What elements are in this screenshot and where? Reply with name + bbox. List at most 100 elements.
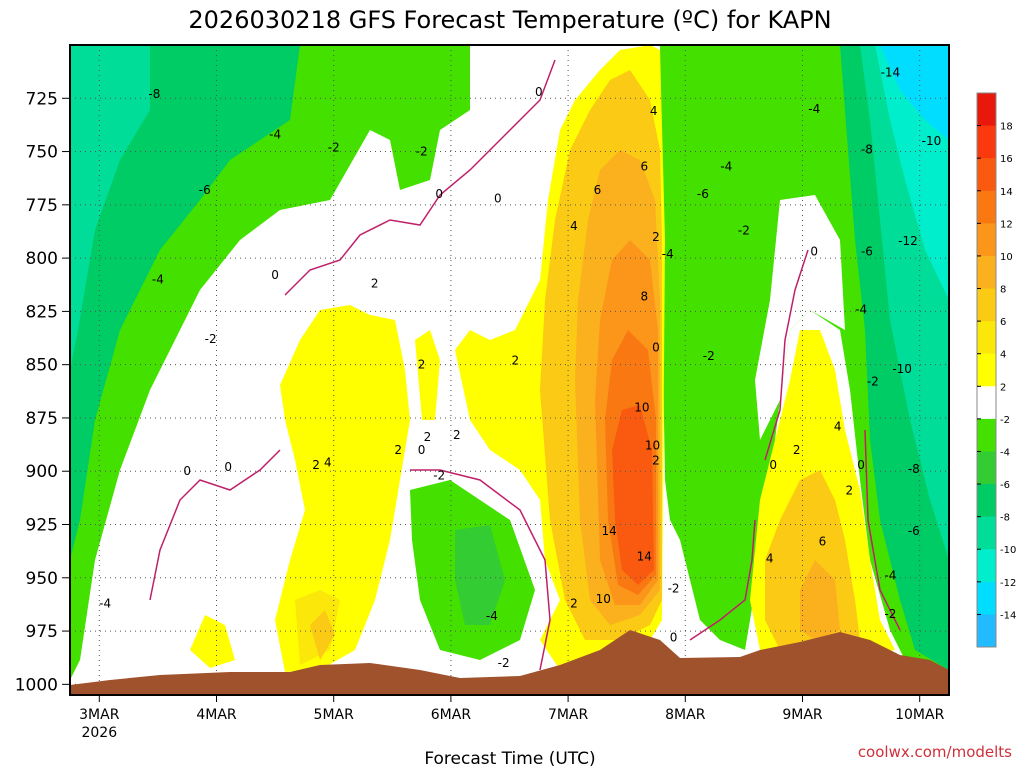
- contour-label: 6: [819, 535, 827, 549]
- contour-label: 4: [834, 419, 842, 433]
- colorbar-label: -14: [1000, 610, 1016, 621]
- y-tick-label: 875: [26, 409, 58, 429]
- contour-label: 0: [769, 458, 777, 472]
- field-cold-left-deep: [70, 45, 300, 560]
- y-tick-label: 975: [26, 622, 58, 642]
- contour-label: -10: [922, 134, 942, 148]
- x-tick-label: 8MAR: [665, 707, 706, 723]
- contour-label: 2: [652, 230, 660, 244]
- contour-label: -4: [855, 302, 867, 316]
- field-warm-slice: [415, 330, 440, 420]
- contour-label: -10: [892, 362, 912, 376]
- colorbar-label: -4: [1000, 447, 1010, 458]
- colorbar-swatch: [977, 484, 996, 518]
- field-warm-small: [190, 615, 235, 668]
- contour-label: 2: [394, 443, 402, 457]
- contour-label: 2: [453, 428, 461, 442]
- contour-label: 10: [645, 439, 660, 453]
- x-tick-label: 7MAR: [548, 707, 589, 723]
- x-tick-label: 4MAR: [196, 707, 237, 723]
- field-warm-left: [275, 305, 410, 672]
- y-axis: 1000 975 950 925 900 875 850 825 800 775 750 725: [15, 89, 70, 695]
- contour-label: 4: [324, 456, 332, 470]
- x-axis-label: Forecast Time (UTC): [424, 749, 595, 768]
- contour-label: 2: [652, 454, 660, 468]
- contour-label: 0: [535, 85, 543, 99]
- contour-label: -6: [908, 524, 920, 538]
- contour-label: 10: [634, 400, 649, 414]
- credit-text: coolwx.com/modelts: [858, 743, 1012, 761]
- colorbar-swatch: [977, 353, 996, 387]
- contour-label: 2: [846, 483, 854, 497]
- y-tick-label: 825: [26, 302, 58, 322]
- colorbar-swatch: [977, 451, 996, 485]
- contour-label: -8: [148, 87, 160, 101]
- field-warm-left-3: [310, 610, 335, 660]
- colorbar-label: 16: [1000, 154, 1013, 165]
- field-cold-right-core: [880, 45, 949, 140]
- contour-label: 4: [650, 104, 658, 118]
- contour-label: -4: [662, 247, 674, 261]
- contour-label: -4: [808, 102, 820, 116]
- plot-frame: [69, 44, 950, 696]
- contour-label: -4: [269, 128, 281, 142]
- contour-label: -2: [433, 468, 445, 482]
- contour-label: -2: [738, 223, 750, 237]
- colorbar-swatch: [977, 93, 996, 127]
- y-tick-label: 750: [26, 143, 58, 163]
- contour-label: 14: [601, 524, 616, 538]
- colorbar-swatch: [977, 516, 996, 550]
- x-tick-label: 5MAR: [314, 707, 355, 723]
- contour-label: 2: [312, 458, 320, 472]
- colorbar-label: 4: [1000, 350, 1006, 361]
- x-axis: 3MAR 2026 4MAR 5MAR 6MAR 7MAR 8MAR 9MAR 10MAR: [79, 695, 945, 741]
- colorbar-swatch: [977, 386, 996, 420]
- contour-label: 0: [271, 268, 279, 282]
- colorbar-label: -8: [1000, 513, 1010, 524]
- contour-label: -4: [720, 159, 732, 173]
- y-tick-label: 725: [26, 89, 58, 109]
- contour-label: 6: [640, 159, 648, 173]
- field-warm-core-5: [612, 405, 654, 585]
- y-tick-label: 800: [26, 249, 58, 269]
- colorbar-swatch: [977, 125, 996, 159]
- contour-label: -2: [205, 332, 217, 346]
- contour-label: -2: [703, 349, 715, 363]
- x-tick-label: 10MAR: [895, 707, 944, 723]
- contour-label: -12: [898, 234, 918, 248]
- contour-label: 0: [418, 443, 426, 457]
- colorbar-label: 12: [1000, 219, 1013, 230]
- contour-label: 0: [652, 341, 660, 355]
- y-tick-label: 900: [26, 462, 58, 482]
- contour-label: 0: [435, 187, 443, 201]
- colorbar-frame: [976, 92, 997, 648]
- colorbar-label: 2: [1000, 382, 1006, 393]
- contour-label: 2: [793, 443, 801, 457]
- colorbar-swatch: [977, 255, 996, 290]
- y-tick-label: 925: [26, 516, 58, 536]
- contour-label: 0: [810, 245, 818, 259]
- contour-label: 0: [183, 464, 191, 478]
- contour-label: -4: [99, 596, 111, 610]
- contour-label: 10: [596, 592, 611, 606]
- contour-label: -2: [867, 375, 879, 389]
- contour-label: 4: [766, 552, 774, 566]
- contour-label: -2: [416, 145, 428, 159]
- field-white-right-gap: [755, 195, 845, 440]
- colorbar: 18 16 14 12 10 8 6 4 2 -2 -4 -6 -8 -10 -12 -14: [976, 92, 1016, 648]
- contour-label: 2: [512, 353, 520, 367]
- contour-label: 0: [670, 630, 678, 644]
- y-tick-label: 950: [26, 569, 58, 589]
- contour-label: 2: [570, 596, 578, 610]
- colorbar-label: 18: [1000, 122, 1013, 133]
- contour-label: -4: [884, 569, 896, 583]
- contour-label: 2: [418, 358, 426, 372]
- contour-label: -2: [884, 607, 896, 621]
- contour-label: 0: [224, 460, 232, 474]
- contour-label: -14: [881, 66, 901, 80]
- contour-label: 6: [594, 183, 602, 197]
- contour-label: -8: [861, 142, 873, 156]
- colorbar-swatch: [977, 288, 996, 322]
- contour-label: 4: [570, 219, 578, 233]
